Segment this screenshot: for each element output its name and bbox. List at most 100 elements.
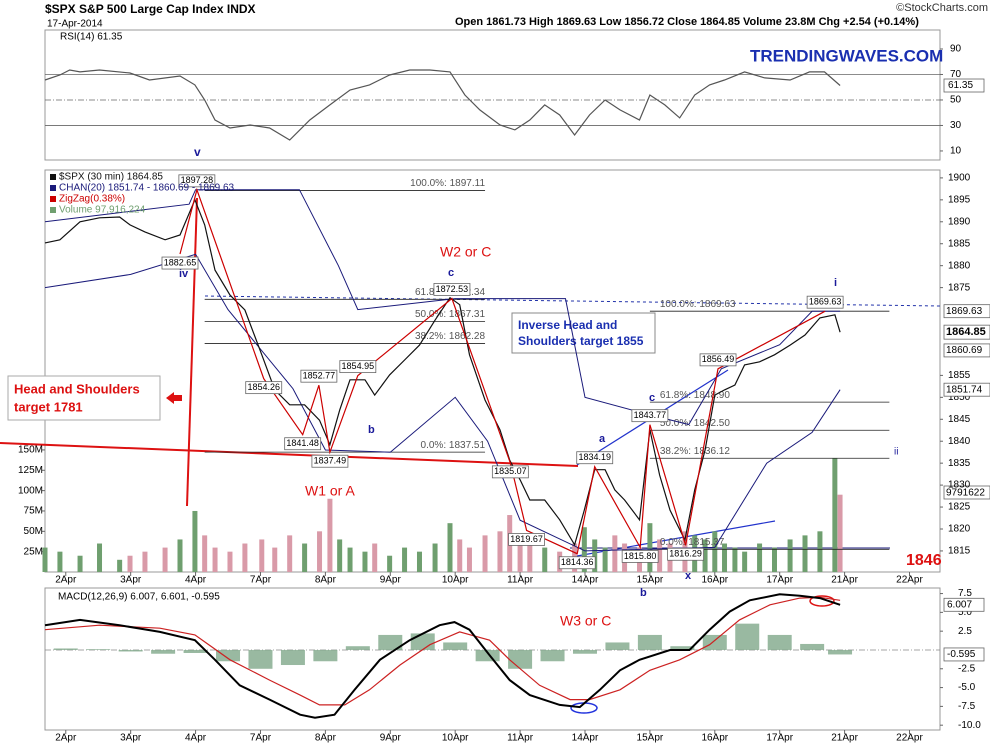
channel-lower [44,253,841,552]
right-label: 1869.63 [946,306,983,317]
annotation: W2 or C [440,244,491,260]
value-box [943,78,985,93]
x-tick-label: 22Apr [896,733,923,744]
volume-bar [362,551,368,572]
watermark: TRENDINGWAVES.COM [750,46,943,65]
price-label: 1882.65 [164,257,197,267]
price-label-box [576,451,614,465]
volume-bar [416,551,422,572]
volume-bar [817,531,823,572]
y-tick-label: 1900 [948,173,971,184]
x-tick-label: 22Apr [896,575,923,586]
x-tick-label: 11Apr [507,733,534,744]
volume-bar [127,555,133,572]
fib-label: 100.0%: 1897.11 [410,178,485,189]
histogram-bar [86,649,111,650]
y-tick-label: 50 [950,95,962,106]
macd-line [44,593,841,719]
volume-bar [302,543,308,572]
price-label: 1897.28 [181,175,214,185]
y-tick-label: -5.0 [958,682,976,693]
x-tick-label: 15Apr [637,733,664,744]
wave-label: i [834,277,837,289]
fib-label: 50.0%: 1842.50 [660,418,730,429]
volume-bar [527,543,533,572]
histogram-bar [508,649,533,669]
histogram-bar [572,649,597,654]
volume-bar [722,543,728,572]
y-tick-label: 30 [950,120,962,131]
y2-tick-label: 100M [18,485,43,496]
histogram-bar [443,642,468,650]
wave-label: x [685,570,692,582]
price-label: 1814.36 [561,557,594,567]
y-tick-label: 1855 [948,370,971,381]
value-box [943,324,990,340]
x-tick-label: 7Apr [250,575,272,586]
x-tick-label: 9Apr [380,575,402,586]
volume-bar [242,543,248,572]
value-box [943,647,985,662]
price-label: 1869.63 [809,297,842,307]
volume-bar [77,555,83,572]
volume-bar [142,551,148,572]
value-box [943,485,990,500]
x-tick-label: 17Apr [766,575,793,586]
fib-label: 0.0%: 1837.51 [421,440,486,451]
fib-label: 100.0%: 1869.63 [660,299,736,310]
x-tick-label: 10Apr [442,575,469,586]
y-tick-label: 2.5 [958,626,972,637]
volume-bar [702,539,708,572]
x-tick-label: 10Apr [442,733,469,744]
volume-bar [832,458,838,572]
last-close: 1864.85 [946,326,986,338]
x-tick-label: 3Apr [120,575,142,586]
price-label-box [491,465,529,479]
price-label-box [300,369,338,383]
volume-bar [771,547,777,572]
volume-bar [612,535,618,572]
volume-bar [402,547,408,572]
x-tick-label: 2Apr [55,575,77,586]
volume-bar [212,547,218,572]
histogram-bar [475,649,500,662]
histogram-bar [410,633,435,650]
volume-bar [712,531,718,572]
value-box [943,304,990,319]
volume-bar [162,547,168,572]
volume-bar [542,547,548,572]
volume-bar [272,547,278,572]
legend-label: $SPX (30 min) 1864.85 [59,172,163,183]
histogram-bar [605,642,630,650]
volume-bar [42,547,48,572]
volume-bar [592,539,598,572]
rsi-last: 61.35 [948,80,973,91]
price-label-box [178,174,216,188]
wave-label: c [448,267,454,279]
price-label-box [621,550,659,563]
volume-bar [259,539,265,572]
fib-label: 0.0%: 1815.37 [660,537,725,548]
histogram-bar [828,649,853,655]
macd-last: 6.007 [947,599,972,610]
histogram-bar [118,649,143,652]
price-label: 1815.80 [624,551,657,561]
y2-tick-label: 75M [24,506,43,517]
histogram-bar [216,649,241,662]
legend-swatch [50,174,56,180]
price-label-box [508,533,545,546]
volume-bar [787,539,793,572]
volume-bar [757,543,763,572]
price-label-box [558,556,596,570]
x-tick-label: 4Apr [185,733,207,744]
annotation: target 1781 [14,399,83,414]
y-tick-label: 1830 [948,480,971,491]
price-label: 1816.29 [669,549,702,559]
x-tick-label: 14Apr [572,733,599,744]
y2-tick-label: 125M [18,465,43,476]
price-label: 1834.19 [578,452,611,462]
source: ©StockCharts.com [896,2,988,14]
trend-line [186,197,198,507]
signal-line [44,596,841,706]
